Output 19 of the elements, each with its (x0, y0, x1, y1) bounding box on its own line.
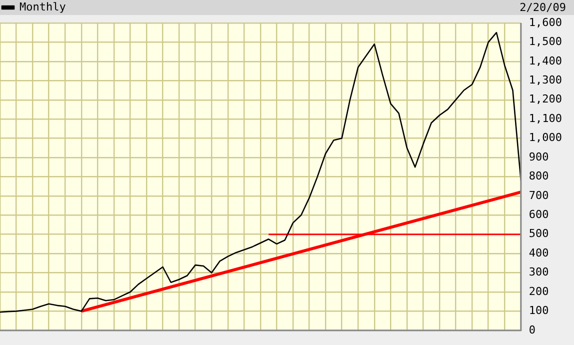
y-tick-label: 1,200 (528, 92, 562, 106)
y-tick-label: 200 (528, 284, 549, 298)
y-tick-label: 600 (528, 208, 549, 221)
y-tick-label: 800 (528, 170, 549, 183)
y-tick-label: 400 (528, 246, 549, 260)
y-tick-label: 1,600 (528, 16, 562, 29)
legend-label: Monthly (20, 0, 66, 14)
y-tick-label: 1,400 (528, 54, 562, 68)
y-tick-label: 1,100 (528, 112, 562, 125)
y-tick-label: 1,500 (528, 35, 562, 48)
y-tick-label: 1,000 (528, 131, 562, 144)
y-tick-label: 1,300 (528, 73, 562, 86)
text: 2/20/09 (520, 0, 566, 14)
y-tick-label: 700 (528, 188, 549, 202)
y-tick-label: 100 (528, 304, 549, 318)
y-tick-label: 300 (528, 266, 549, 279)
y-tick-label: 500 (528, 227, 549, 240)
y-tick-label: 0 (528, 323, 536, 336)
y-tick-label: 900 (528, 150, 549, 164)
